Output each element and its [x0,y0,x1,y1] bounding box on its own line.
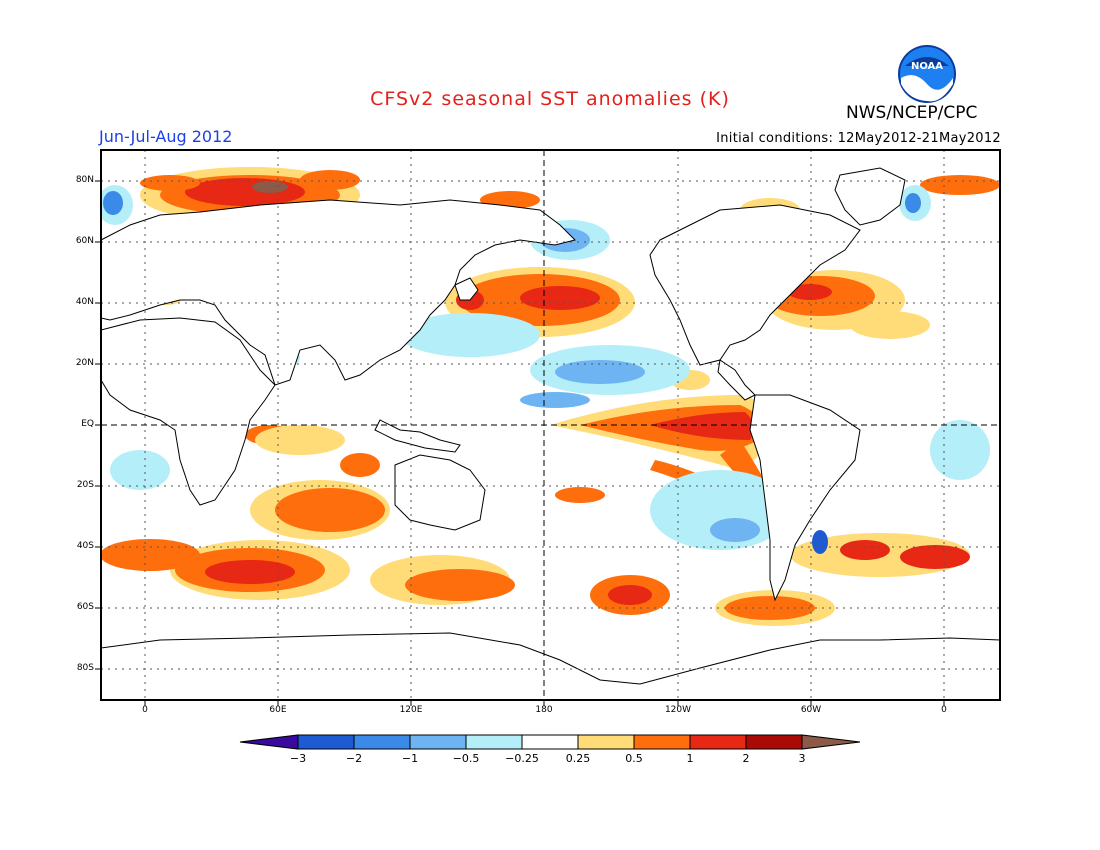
lon-label-0-left: 0 [142,705,148,715]
lat-label-eq: EQ [81,419,94,429]
colorbar-segment [745,734,803,750]
lat-label-20n: 20N [75,358,94,368]
noaa-logo-text: NOAA [911,61,943,72]
colorbar-label: 1 [686,752,694,765]
agency-label: NWS/NCEP/CPC [846,103,978,123]
colorbar-label: 2 [742,752,750,765]
colorbar-label: 0.25 [565,752,591,765]
lon-label-60w: 60W [800,705,822,715]
lat-label-80s: 80S [76,663,94,673]
equator-dateline [101,150,1000,700]
initial-conditions-label: Initial conditions: 12May2012-21May2012 [716,131,1001,146]
colorbar-segment [633,734,691,750]
colorbar-segment [297,734,355,750]
colorbar-segment [409,734,467,750]
colorbar-segment [465,734,523,750]
colorbar-label: −0.25 [505,752,539,765]
colorbar-label: 0.5 [625,752,643,765]
colorbar-label: −3 [289,752,307,765]
lat-label-80n: 80N [75,175,94,185]
lat-label-60s: 60S [76,602,94,612]
colorbar-max-arrow [801,734,861,750]
lon-label-60e: 60E [269,705,287,715]
lon-label-180: 180 [535,705,553,715]
colorbar-label: −0.5 [452,752,480,765]
colorbar-label: −2 [345,752,363,765]
season-label: Jun-Jul-Aug 2012 [99,127,233,146]
colorbar-segment [353,734,411,750]
colorbar-label: −1 [401,752,419,765]
cool-anomalies [101,185,990,554]
colorbar-segment [689,734,747,750]
colorbar-segment [521,734,579,750]
lon-label-120w: 120W [664,705,692,715]
colorbar-segment [577,734,635,750]
lon-label-120e: 120E [399,705,423,715]
colorbar-label: 3 [798,752,806,765]
land-outlines [101,167,1000,700]
colorbar-min-arrow [239,734,299,750]
lat-label-60n: 60N [75,236,94,246]
noaa-logo: NOAA [898,45,956,103]
lat-label-20s: 20S [76,480,94,490]
lat-label-40s: 40S [76,541,94,551]
anomaly-field [101,167,1000,700]
lat-label-40n: 40N [75,297,94,307]
map-title: CFSv2 seasonal SST anomalies (K) [370,88,730,110]
lon-label-0-right: 0 [941,705,947,715]
axis-ticks [95,180,945,706]
